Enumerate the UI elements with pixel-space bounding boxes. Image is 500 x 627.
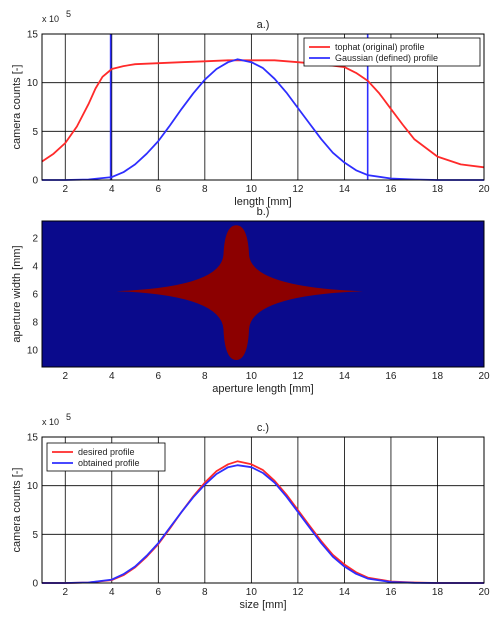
legend-entry-1: tophat (original) profile (335, 42, 425, 52)
y-tick-label: 15 (27, 433, 39, 444)
x-tick-label: 12 (292, 587, 304, 598)
exponent-power: 5 (66, 9, 71, 19)
x-tick-label: 10 (246, 371, 258, 382)
y-tick-label: 0 (32, 579, 38, 590)
x-tick-label: 18 (432, 587, 444, 598)
legend-entry-1: desired profile (78, 447, 135, 457)
x-tick-label: 16 (385, 371, 397, 382)
x-tick-label: 4 (109, 587, 115, 598)
x-tick-label: 20 (478, 184, 490, 195)
y-tick-label: 15 (27, 30, 39, 41)
x-tick-label: 14 (339, 371, 351, 382)
y-axis-label: camera counts [-] (11, 65, 23, 150)
y-tick-label: 10 (27, 78, 39, 89)
x-tick-label: 4 (109, 371, 115, 382)
y-tick-label: 2 (32, 233, 38, 244)
aperture-shape (116, 225, 364, 360)
chart-c: c.) 2 4 6 8 10 12 14 16 18 20 0 5 10 15 size [mm] camera… (11, 412, 490, 611)
x-tick-label: 4 (109, 184, 115, 195)
legend-entry-2: Gaussian (defined) profile (335, 53, 438, 63)
legend-box (46, 442, 166, 472)
x-tick-label: 20 (478, 587, 490, 598)
x-tick-label: 6 (156, 587, 162, 598)
y-tick-label: 10 (27, 346, 39, 357)
y-axis-label: camera counts [-] (11, 468, 23, 553)
chart-title: a.) (257, 19, 270, 31)
x-axis-label: size [mm] (239, 599, 286, 611)
legend-box (303, 37, 481, 67)
y-tick-label: 6 (32, 290, 38, 301)
x-axis-label: length [mm] (234, 196, 291, 208)
plot-frame (41, 33, 485, 181)
x-tick-label: 18 (432, 371, 444, 382)
y-axis-label: aperture width [mm] (11, 245, 23, 342)
chart-title: c.) (257, 422, 269, 434)
x-tick-label: 16 (385, 587, 397, 598)
x-tick-label: 6 (156, 371, 162, 382)
y-tick-label: 10 (27, 481, 39, 492)
chart-title: b.) (257, 206, 270, 218)
x-tick-label: 2 (62, 587, 68, 598)
x-tick-label: 8 (202, 184, 208, 195)
series-line-2 (42, 464, 484, 584)
legend-entry-2: obtained profile (78, 458, 140, 468)
y-tick-label: 0 (32, 176, 38, 187)
x-tick-label: 18 (432, 184, 444, 195)
chart-a: a.) 2 4 6 8 10 12 14 16 18 20 0 5 10 15 length [mm] came… (11, 9, 490, 208)
y-tick-label: 5 (32, 530, 38, 541)
x-tick-label: 8 (202, 371, 208, 382)
plot-frame (41, 220, 485, 368)
x-tick-label: 12 (292, 371, 304, 382)
x-tick-label: 2 (62, 371, 68, 382)
series-line-2 (42, 58, 484, 181)
y-tick-label: 5 (32, 127, 38, 138)
exponent-label: x 10 (42, 14, 59, 24)
x-tick-label: 10 (246, 184, 258, 195)
exponent-power: 5 (66, 412, 71, 422)
plot-frame (41, 436, 485, 584)
exponent-label: x 10 (42, 417, 59, 427)
x-tick-label: 10 (246, 587, 258, 598)
x-tick-label: 8 (202, 587, 208, 598)
x-tick-label: 14 (339, 184, 351, 195)
y-tick-label: 4 (32, 261, 38, 272)
x-tick-label: 6 (156, 184, 162, 195)
x-tick-label: 16 (385, 184, 397, 195)
x-tick-label: 12 (292, 184, 304, 195)
y-tick-label: 8 (32, 318, 38, 329)
x-tick-label: 20 (478, 371, 490, 382)
x-axis-label: aperture length [mm] (212, 383, 314, 395)
x-tick-label: 2 (62, 184, 68, 195)
x-tick-label: 14 (339, 587, 351, 598)
